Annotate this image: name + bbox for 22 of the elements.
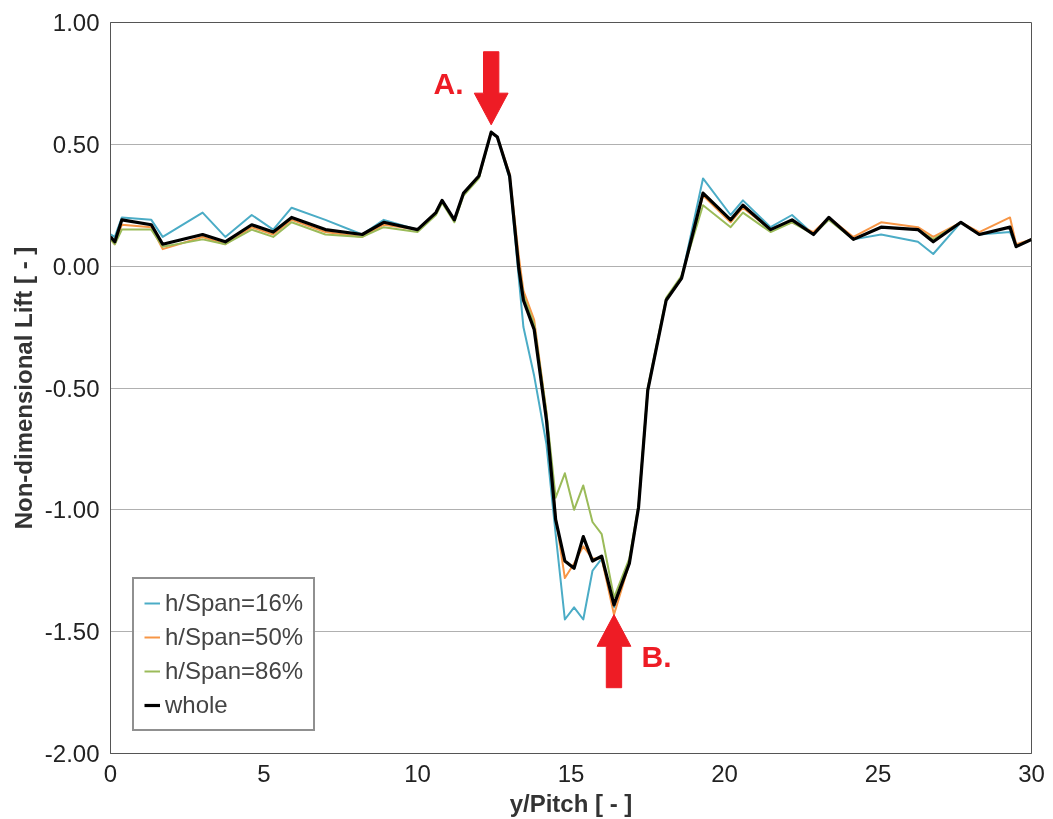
x-tick-label: 15	[557, 759, 585, 787]
legend-label: whole	[165, 691, 228, 719]
y-tick-label: 0.00	[52, 252, 100, 280]
legend-label: h/Span=86%	[165, 657, 304, 685]
x-tick-label: 0	[103, 759, 118, 787]
y-tick-label: -1.50	[44, 618, 100, 646]
annotation: A.	[433, 66, 464, 100]
legend-label: h/Span=50%	[165, 623, 304, 651]
x-tick-label: 25	[864, 759, 892, 787]
x-tick-label: 30	[1018, 759, 1045, 787]
x-tick-label: 20	[711, 759, 738, 787]
y-axis-title: Non-dimensional Lift [ - ]	[9, 246, 37, 530]
y-tick-label: -0.50	[44, 374, 100, 402]
y-tick-label: 0.50	[52, 130, 100, 158]
y-tick-label: 1.00	[52, 9, 100, 36]
y-tick-label: -1.00	[44, 496, 100, 524]
x-tick-label: 10	[404, 759, 431, 787]
y-tick-label: -2.00	[44, 740, 100, 767]
legend-label: h/Span=16%	[165, 589, 304, 617]
annotation: B.	[641, 639, 672, 673]
x-tick-label: 5	[257, 759, 271, 787]
x-axis-title: y/Pitch [ - ]	[509, 789, 633, 817]
